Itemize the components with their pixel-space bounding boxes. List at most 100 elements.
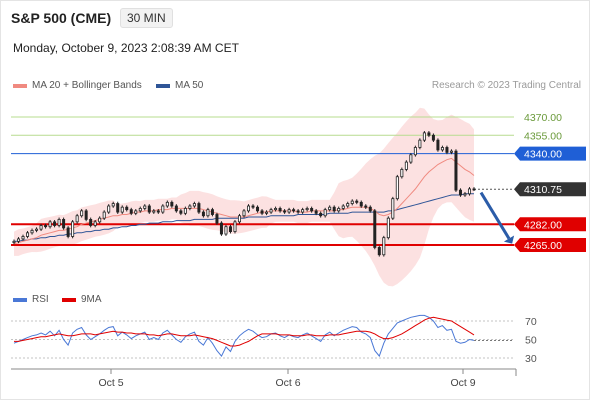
candle-body (156, 210, 160, 213)
legend-ma20-label: MA 20 + Bollinger Bands (32, 80, 142, 91)
candle-body (30, 229, 34, 234)
candle-body (377, 247, 381, 256)
candle-body (152, 210, 156, 213)
candle-body (350, 200, 354, 204)
level-label-4355.00: 4355.00 (524, 130, 562, 142)
candle-body (228, 226, 232, 232)
forecast-arrow-shaft (479, 191, 511, 240)
candle-body (89, 218, 93, 226)
rsi-tick-30: 30 (525, 353, 537, 365)
ma20-swatch (13, 83, 27, 88)
candle-body (382, 237, 386, 256)
candle-body (260, 210, 264, 214)
ma50-swatch (156, 83, 170, 88)
candle-body (440, 147, 444, 151)
candle-body (436, 139, 440, 151)
candle-body (301, 209, 305, 213)
candle-body (314, 210, 318, 214)
level-tag-4340.00 (514, 146, 586, 161)
candle-body (17, 238, 21, 242)
bollinger-band (14, 107, 474, 287)
candle-body (201, 211, 205, 217)
candle-body (215, 214, 219, 224)
candle-body (310, 208, 314, 212)
candle-body (44, 225, 48, 228)
candle-body (125, 206, 129, 211)
rsi-tick-70: 70 (525, 316, 537, 328)
candle-body (57, 218, 61, 226)
candle-body (467, 188, 471, 195)
ma9-swatch (62, 297, 76, 302)
candle-body (373, 210, 377, 248)
level-tag-4310.75 (514, 182, 586, 197)
candle-body (247, 205, 251, 212)
candle-body (93, 221, 97, 226)
candle-body (170, 201, 174, 207)
candle-body (66, 227, 70, 237)
candle-body (346, 203, 350, 207)
candle-body (404, 161, 408, 170)
level-label-4370.00: 4370.00 (524, 112, 562, 124)
candle-body (386, 217, 390, 239)
timeframe-badge[interactable]: 30 MIN (120, 8, 173, 28)
candle-body (35, 228, 39, 231)
candle-body (75, 215, 79, 223)
candle-body (283, 210, 287, 213)
legend-ma50: MA 50 (156, 80, 203, 91)
candle-body (431, 134, 435, 141)
forecast-arrow-head (503, 235, 515, 244)
candle-body (242, 210, 246, 217)
symbol-title: S&P 500 (CME) (11, 10, 112, 26)
candle-body (48, 221, 52, 228)
datetime-label: Monday, October 9, 2023 2:08:39 AM CET (13, 41, 239, 55)
candle-body (395, 176, 399, 200)
candle-body (391, 198, 395, 219)
level-label-4310.75: 4310.75 (524, 184, 562, 196)
candle-body (454, 150, 458, 191)
candle-body (174, 205, 178, 212)
candle-body (328, 206, 332, 211)
level-label-4282.00: 4282.00 (524, 219, 562, 231)
candle-body (296, 210, 300, 213)
candle-body (161, 205, 165, 213)
ma50-line (14, 193, 474, 242)
candle-body (84, 210, 88, 220)
candle-body (364, 205, 368, 208)
candle-body (355, 200, 359, 203)
candle-body (418, 139, 422, 148)
candle-body (368, 206, 372, 212)
candle-body (138, 208, 142, 212)
rsi-line (13, 314, 475, 358)
legend-rsi: RSI (13, 294, 49, 305)
rsi-ma9-line (14, 316, 475, 347)
legend-ma50-label: MA 50 (175, 80, 204, 91)
candle-body (165, 201, 169, 207)
candle-body (413, 147, 417, 156)
candle-body (287, 209, 291, 213)
candle-body (463, 193, 467, 196)
candle-body (449, 150, 453, 153)
candle-body (206, 209, 210, 217)
candle-body (458, 189, 462, 196)
candle-body (337, 208, 341, 212)
candle-body (210, 209, 214, 215)
candle-body (409, 154, 413, 163)
candle-body (319, 212, 323, 217)
candle-body (71, 221, 75, 237)
x-tick-label: Oct 5 (98, 377, 123, 389)
candle-body (53, 221, 57, 226)
candle-body (265, 211, 269, 214)
candle-body (134, 210, 138, 214)
candle-body (98, 217, 102, 223)
candle-body (341, 205, 345, 209)
level-label-4340.00: 4340.00 (524, 149, 562, 161)
credit-text: Research © 2023 Trading Central (431, 80, 581, 91)
candle-body (143, 205, 147, 209)
candle-body (427, 132, 431, 136)
level-tag-4265.00 (514, 238, 586, 252)
candle-body (251, 205, 255, 208)
candle-body (192, 203, 196, 207)
candle-body (332, 206, 336, 212)
legend-rsi-label: RSI (32, 294, 49, 305)
candle-body (197, 203, 201, 213)
